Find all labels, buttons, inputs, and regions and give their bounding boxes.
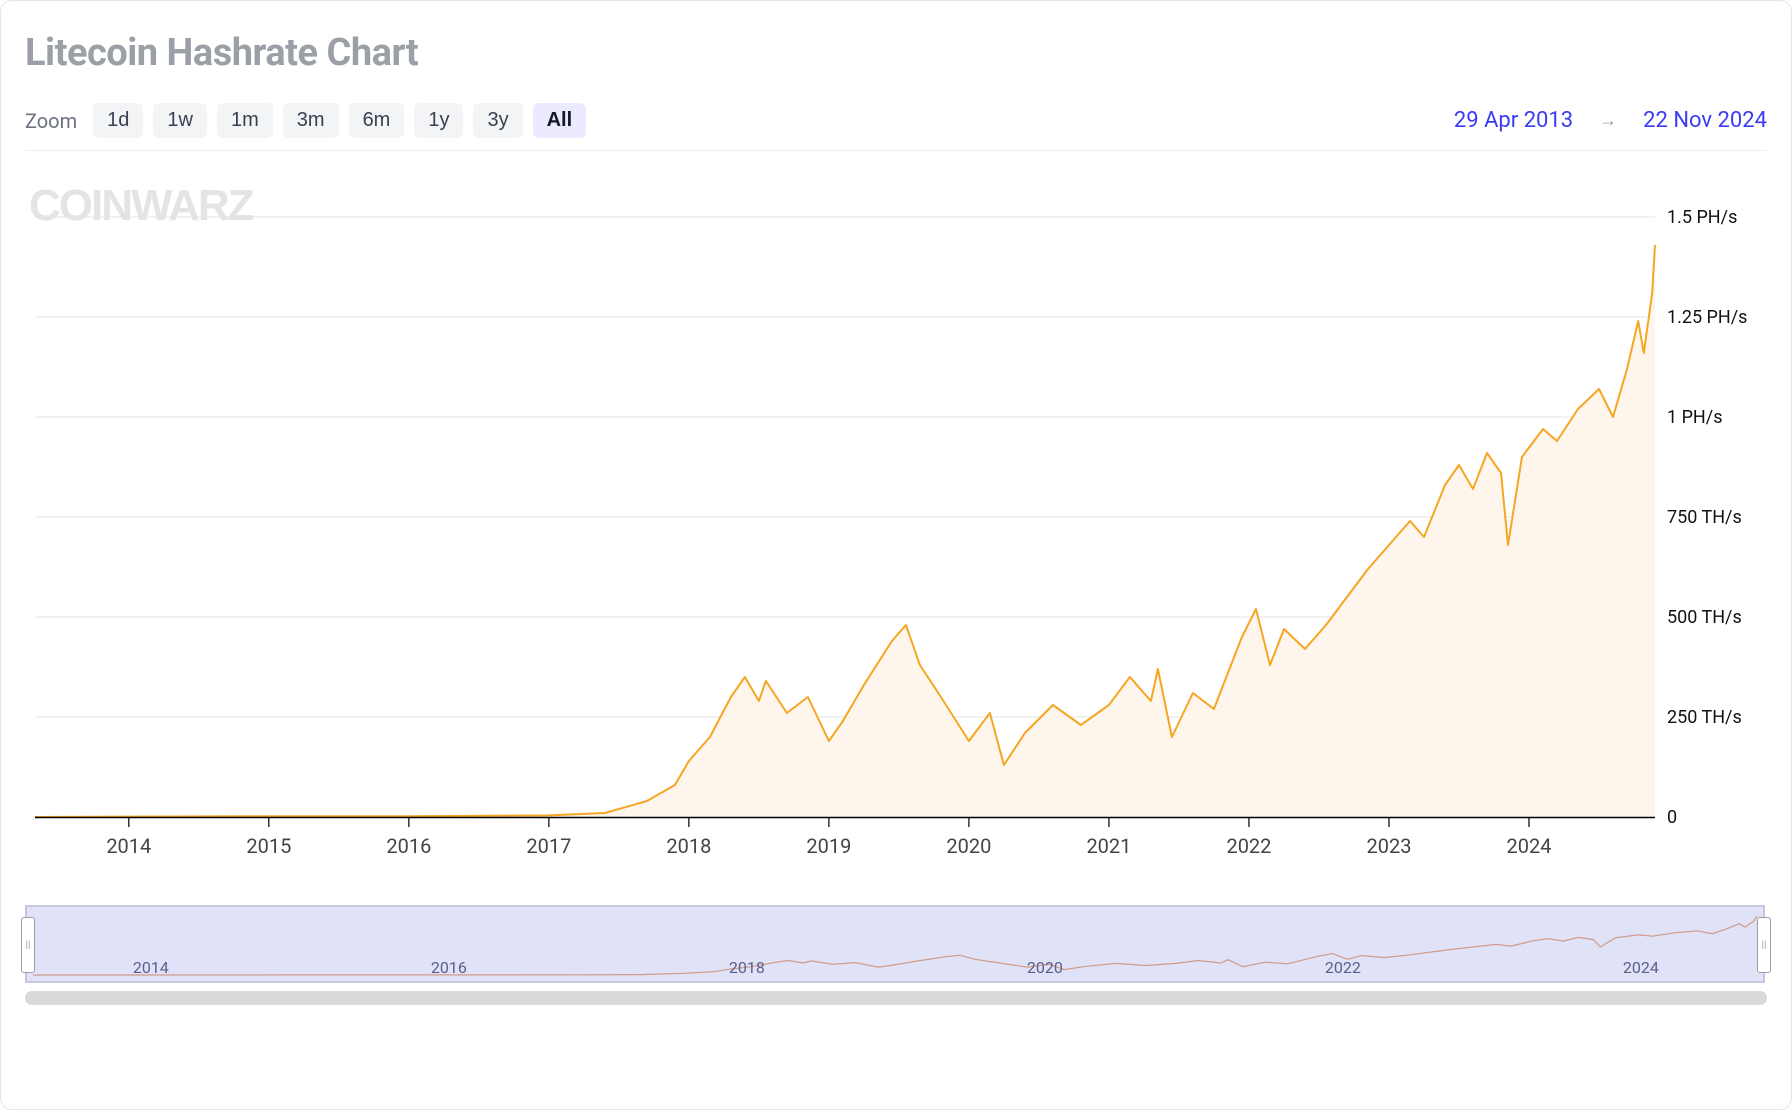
zoom-1m-button[interactable]: 1m [217,103,273,138]
svg-text:500 TH/s: 500 TH/s [1667,607,1742,628]
chart-area[interactable]: CoinWarz 0250 TH/s500 TH/s750 TH/s1 PH/s… [25,177,1767,877]
svg-text:2016: 2016 [431,958,467,977]
scrollbar-thumb[interactable] [25,991,1767,1005]
svg-text:1 PH/s: 1 PH/s [1667,407,1723,428]
zoom-1y-button[interactable]: 1y [414,103,463,138]
svg-text:2017: 2017 [526,834,571,858]
navigator-handle-right[interactable]: || [1757,917,1771,973]
svg-text:2022: 2022 [1226,834,1271,858]
chart-card: Litecoin Hashrate Chart Zoom 1d1w1m3m6m1… [0,0,1792,1110]
svg-text:1.5 PH/s: 1.5 PH/s [1667,207,1737,228]
hashrate-chart[interactable]: 0 250 TH/s 500 TH/s 750 TH/s 1 PH/s 1.25 PH/s… [25,177,1765,877]
navigator-handle-left[interactable]: || [21,917,35,973]
svg-text:2019: 2019 [806,834,851,858]
page-title: Litecoin Hashrate Chart [25,31,1767,75]
zoom-all-button[interactable]: All [533,103,587,138]
controls-row: Zoom 1d 1w 1m 3m 6m 1y 3y All 29 Apr 2013 → 22 … [25,103,1767,138]
svg-text:2014: 2014 [133,958,169,977]
svg-text:2015: 2015 [246,834,291,858]
zoom-1w-button[interactable]: 1w [153,103,207,138]
horizontal-scrollbar[interactable] [25,991,1767,1005]
svg-text:0: 0 [1667,807,1677,828]
date-to[interactable]: 22 Nov 2024 [1643,108,1767,133]
svg-text:250 TH/s: 250 TH/s [1667,707,1742,728]
navigator[interactable]: 201420162018202020222024 || || [25,905,1767,983]
svg-text:1.25 PH/s: 1.25 PH/s [1667,307,1747,328]
svg-text:2021: 2021 [1086,834,1131,858]
svg-text:2018: 2018 [666,834,711,858]
zoom-3y-button[interactable]: 3y [473,103,522,138]
arrow-icon: → [1599,110,1617,131]
svg-text:2022: 2022 [1325,958,1361,977]
zoom-buttons: 1d 1w 1m 3m 6m 1y 3y All [93,103,586,138]
svg-text:2020: 2020 [946,834,991,858]
date-from[interactable]: 29 Apr 2013 [1454,108,1573,133]
svg-text:2024: 2024 [1623,958,1659,977]
svg-text:2020: 2020 [1027,958,1063,977]
svg-text:750 TH/s: 750 TH/s [1667,507,1742,528]
zoom-1d-button[interactable]: 1d [93,103,143,138]
svg-text:2016: 2016 [386,834,431,858]
svg-text:2023: 2023 [1366,834,1411,858]
zoom-6m-button[interactable]: 6m [349,103,405,138]
svg-text:2018: 2018 [729,958,765,977]
zoom-label: Zoom [25,109,77,133]
svg-text:2014: 2014 [106,834,151,858]
zoom-group: Zoom 1d 1w 1m 3m 6m 1y 3y All [25,103,586,138]
zoom-3m-button[interactable]: 3m [283,103,339,138]
svg-text:2024: 2024 [1507,834,1552,858]
navigator-chart[interactable]: 2014 2016 2018 2020 2022 2024 [25,905,1765,983]
date-range: 29 Apr 2013 → 22 Nov 2024 [1454,108,1767,133]
